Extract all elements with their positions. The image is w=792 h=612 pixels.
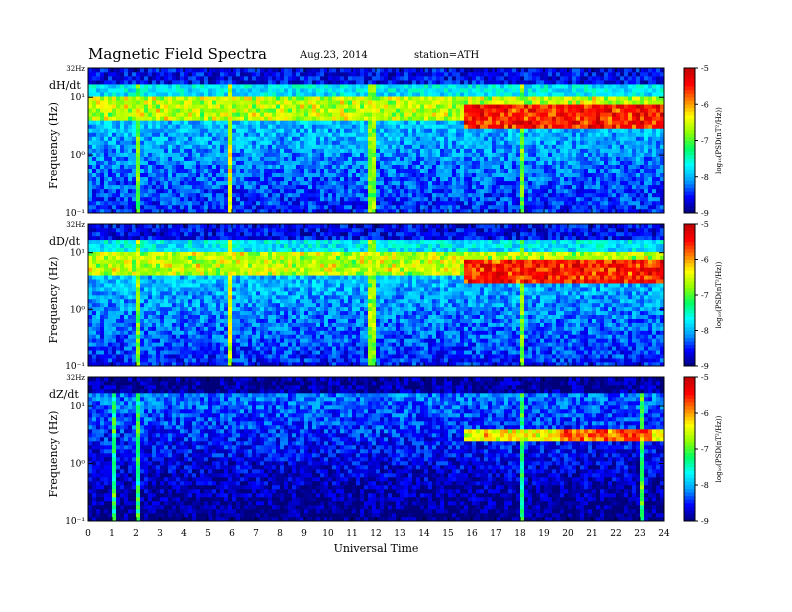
colorbar-tick-label: -8 [701,173,709,182]
y-tick-label: 10¹ [70,93,85,103]
x-tick-label: 19 [538,529,550,539]
colorbar-tick-label: -8 [701,481,709,490]
x-tick-label: 7 [253,529,259,539]
component-label: dZ/dt [49,388,79,401]
x-tick-label: 4 [181,529,187,539]
colorbar-tick-label: -9 [701,209,709,218]
x-tick-label: 1 [109,529,115,539]
x-tick-label: 3 [157,529,163,539]
component-label: dD/dt [49,235,81,248]
x-tick-label: 13 [394,529,406,539]
x-tick-label: 12 [370,529,381,539]
x-tick-label: 20 [562,529,574,539]
spectrogram-image [88,68,665,214]
x-tick-label: 5 [205,529,211,539]
x-tick-label: 14 [418,529,430,539]
x-tick-label: 10 [322,529,334,539]
x-tick-label: 16 [466,529,478,539]
colorbar-tick-label: -9 [701,517,709,526]
colorbar: -5 -6 -7 -8 -9 log₁₀(PSD(nT²/Hz)) [683,373,723,526]
y-axis-label: Frequency (Hz) [47,102,60,189]
x-tick-label: 6 [229,529,235,539]
colorbar-label: log₁₀(PSD(nT²/Hz)) [715,415,723,482]
x-tick-label: 8 [277,529,283,539]
y-axis-label: Frequency (Hz) [47,411,60,498]
figure-title: Magnetic Field Spectra [88,45,267,63]
y-tick-label: 10⁰ [70,460,85,470]
colorbar-tick-label: -7 [701,137,709,146]
x-tick-label: 17 [490,529,502,539]
x-tick-label: 2 [133,529,139,539]
x-tick-label: 21 [586,529,597,539]
date-label: Aug.23, 2014 [299,50,368,61]
colorbar: -5 -6 -7 -8 -9 log₁₀(PSD(nT²/Hz)) [683,64,723,218]
x-tick-label: 23 [634,529,646,539]
spectrogram-image [88,377,665,522]
colorbar-tick-label: -7 [701,291,709,300]
x-tick-label: 9 [301,529,307,539]
colorbar-tick-label: -5 [701,220,709,229]
colorbar-tick-label: -5 [701,373,709,382]
colorbar-label: log₁₀(PSD(nT²/Hz)) [715,107,723,174]
colorbar-tick-label: -5 [701,64,709,73]
colorbar-tick-label: -7 [701,445,709,454]
colorbar-label: log₁₀(PSD(nT²/Hz)) [715,261,723,328]
x-axis-label: Universal Time [334,542,419,555]
colorbar-tick-label: -9 [701,362,709,371]
spectrogram-image [88,224,665,367]
y-tick-label: 10⁰ [70,151,85,161]
y-tick-label: 10⁰ [70,305,85,315]
y-tick-label: 10⁻¹ [65,209,85,219]
colorbar: -5 -6 -7 -8 -9 log₁₀(PSD(nT²/Hz)) [683,220,723,371]
x-tick-label: 24 [658,529,670,539]
x-tick-label: 11 [346,529,357,539]
y-axis-label: Frequency (Hz) [47,257,60,344]
colorbar-tick-label: -6 [701,409,709,418]
y-tick-label: 32Hz [66,221,85,229]
y-tick-label: 10¹ [70,249,85,259]
y-tick-label: 10¹ [70,402,85,412]
y-tick-label: 10⁻¹ [65,517,85,527]
y-tick-label: 32Hz [66,65,85,73]
x-tick-label: 0 [85,529,91,539]
x-tick-label: 18 [514,529,526,539]
colorbar-tick-label: -8 [701,327,709,336]
colorbar-tick-label: -6 [701,256,709,265]
x-tick-label: 22 [610,529,621,539]
y-tick-label: 10⁻¹ [65,362,85,372]
x-tick-label: 15 [442,529,454,539]
colorbar-tick-label: -6 [701,100,709,109]
y-tick-label: 32Hz [66,374,85,382]
component-label: dH/dt [49,79,81,92]
station-label: station=ATH [414,50,480,61]
